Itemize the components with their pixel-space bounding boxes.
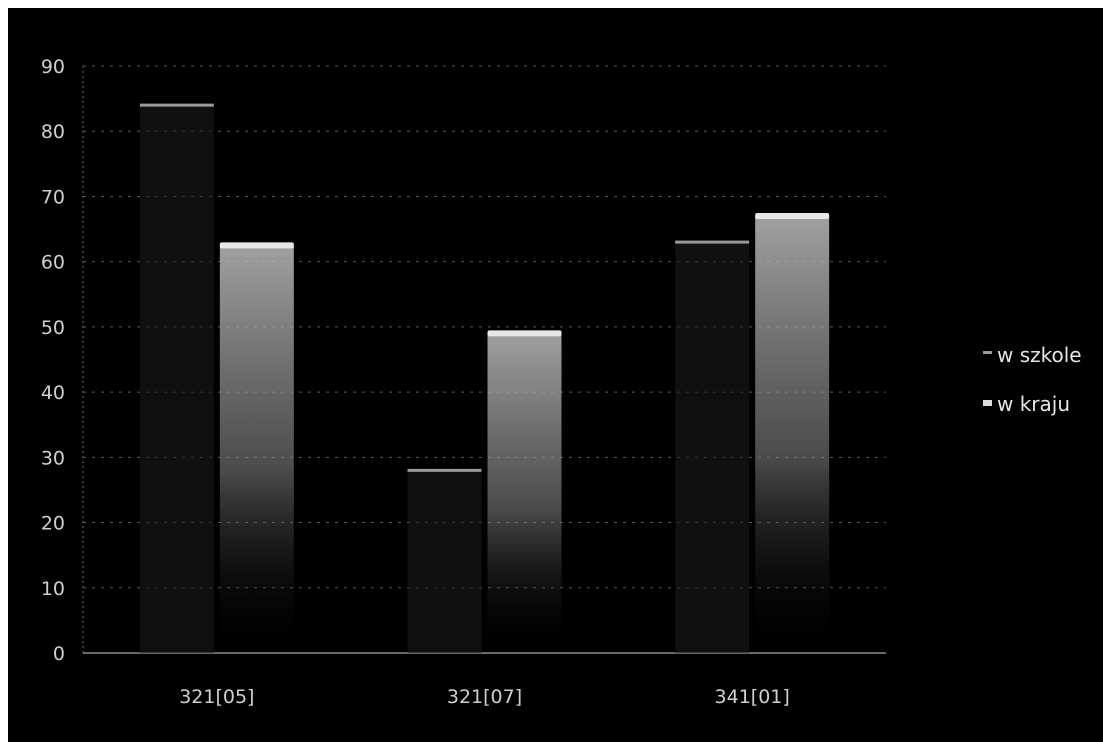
bar-w-kraju (487, 333, 562, 653)
axes (82, 66, 886, 654)
bar-w-szkole (675, 242, 750, 653)
y-tick-label: 50 (41, 317, 65, 339)
y-tick-label: 80 (41, 121, 65, 143)
y-tick-label: 90 (41, 56, 65, 78)
bar-cap-w-kraju (219, 242, 294, 249)
bars (139, 103, 830, 654)
legend-swatch (983, 351, 992, 354)
legend-label: w kraju (997, 392, 1070, 416)
legend-label: w szkole (997, 343, 1082, 367)
y-tick-label: 0 (53, 643, 65, 665)
bar-cap-w-szkole (139, 103, 214, 107)
x-tick-label: 341[01] (715, 686, 790, 708)
bar-cap-w-szkole (675, 240, 750, 244)
bar-w-szkole (139, 105, 214, 654)
bar-cap-w-szkole (407, 468, 482, 472)
y-tick-label: 20 (41, 513, 65, 535)
legend: w szkole w kraju (983, 343, 1082, 416)
bar-cap-w-kraju (487, 330, 562, 337)
bar-w-kraju (219, 245, 294, 653)
x-tick-label: 321[07] (447, 686, 522, 708)
y-tick-label: 70 (41, 186, 65, 208)
bar-w-kraju (755, 216, 830, 653)
y-tick-label: 30 (41, 447, 65, 469)
chart-frame: 0 10 20 30 40 50 60 70 80 90 321[05] 321[07] 341[01… (8, 8, 1103, 742)
x-tick-labels: 321[05] 321[07] 341[01] (179, 686, 790, 708)
y-tick-labels: 0 10 20 30 40 50 60 70 80 90 (41, 56, 65, 665)
y-tick-label: 10 (41, 578, 65, 600)
bar-cap-w-kraju (755, 213, 830, 220)
y-tick-label: 40 (41, 382, 65, 404)
legend-swatch (983, 400, 992, 406)
chart-svg: 0 10 20 30 40 50 60 70 80 90 321[05] 321[07] 341[01… (41, 56, 1082, 708)
y-tick-label: 60 (41, 252, 65, 274)
x-tick-label: 321[05] (179, 686, 254, 708)
bar-w-szkole (407, 470, 482, 653)
